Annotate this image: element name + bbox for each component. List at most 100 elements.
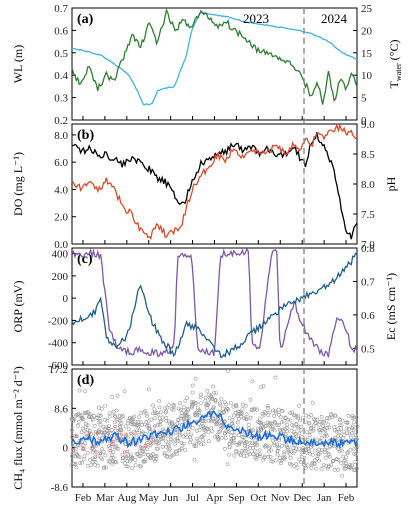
scatter-point xyxy=(181,434,186,439)
scatter-point xyxy=(197,427,202,432)
scatter-point-red xyxy=(113,424,117,429)
scatter-point xyxy=(300,434,305,439)
scatter-point xyxy=(127,459,132,464)
scatter-point xyxy=(236,416,241,421)
scatter-point xyxy=(226,428,231,433)
scatter-point xyxy=(257,448,262,453)
scatter-point xyxy=(224,429,229,434)
scatter-point xyxy=(168,439,173,444)
scatter-point xyxy=(323,455,328,460)
scatter-point xyxy=(132,414,137,419)
scatter-point xyxy=(85,463,90,468)
scatter-point xyxy=(336,467,341,472)
scatter-point xyxy=(74,465,79,470)
scatter-point xyxy=(288,411,293,416)
scatter-point xyxy=(82,447,87,452)
scatter-point xyxy=(124,464,129,469)
scatter-point xyxy=(332,425,337,429)
scatter-point xyxy=(146,419,151,424)
scatter-point xyxy=(255,443,259,448)
scatter-point xyxy=(320,420,325,424)
scatter-point xyxy=(204,406,209,410)
scatter-point xyxy=(162,451,167,455)
scatter-point xyxy=(241,448,246,453)
scatter-point xyxy=(199,442,204,447)
scatter-point xyxy=(306,414,311,419)
scatter-point xyxy=(297,457,302,462)
scatter-point xyxy=(344,461,349,466)
y-tick-label-right: 7.0 xyxy=(361,239,375,251)
scatter-point xyxy=(349,463,354,468)
scatter-point xyxy=(236,433,241,438)
x-tick-label: Mar xyxy=(96,492,115,504)
scatter-point xyxy=(310,452,315,457)
scatter-point xyxy=(254,441,259,446)
scatter-point xyxy=(138,411,143,416)
y-tick-label-left: 0.6 xyxy=(54,25,68,37)
scatter-point xyxy=(288,456,293,460)
scatter-point xyxy=(349,435,353,440)
scatter-point xyxy=(286,417,291,422)
scatter-point xyxy=(265,420,270,425)
scatter-point xyxy=(283,415,288,420)
scatter-point xyxy=(323,428,328,433)
scatter-point xyxy=(215,420,220,425)
y-tick-label-left: 8.0 xyxy=(54,130,68,142)
scatter-point xyxy=(237,442,242,447)
scatter-point xyxy=(288,418,293,423)
scatter-point xyxy=(212,390,217,395)
scatter-point xyxy=(246,450,251,455)
scatter-point xyxy=(205,388,210,393)
scatter-point xyxy=(142,459,147,464)
scatter-point xyxy=(199,424,203,429)
scatter-point xyxy=(70,428,74,433)
scatter-point xyxy=(206,430,211,434)
scatter-point-red xyxy=(97,436,101,440)
scatter-point xyxy=(345,451,350,455)
scatter-point xyxy=(151,441,156,446)
scatter-point xyxy=(221,406,225,411)
scatter-point xyxy=(267,410,272,415)
scatter-point xyxy=(71,417,76,422)
scatter-point xyxy=(297,431,302,436)
scatter-point xyxy=(157,405,162,410)
scatter-point xyxy=(297,447,302,452)
scatter-point xyxy=(197,408,202,413)
scatter-point xyxy=(153,411,158,416)
series-line-1 xyxy=(71,132,358,240)
scatter-point xyxy=(224,402,229,407)
y-tick-label-right: 8.5 xyxy=(361,149,375,161)
scatter-point xyxy=(307,433,312,438)
y-axis-label-left: CH₄ flux (mmol m⁻² d⁻¹) xyxy=(11,366,25,489)
scatter-point xyxy=(189,432,194,437)
scatter-point xyxy=(119,428,123,433)
scatter-point xyxy=(110,394,115,399)
scatter-point xyxy=(116,446,121,451)
scatter-point xyxy=(242,454,247,459)
scatter-point xyxy=(175,421,180,426)
scatter-point xyxy=(136,420,141,425)
scatter-point xyxy=(138,464,143,469)
scatter-point xyxy=(156,422,161,427)
scatter-point xyxy=(85,423,90,428)
y-tick-label-right: 15 xyxy=(361,48,373,60)
scatter-point xyxy=(299,424,304,429)
scatter-point xyxy=(262,455,267,460)
scatter-point xyxy=(325,426,330,431)
scatter-point xyxy=(114,408,119,413)
scatter-point xyxy=(143,457,148,462)
scatter-point xyxy=(275,442,279,447)
scatter-point xyxy=(307,451,312,456)
scatter-point xyxy=(258,452,263,457)
scatter-point xyxy=(122,389,127,394)
scatter-point xyxy=(190,390,195,395)
scatter-point xyxy=(108,411,112,416)
scatter-point xyxy=(313,458,318,463)
scatter-point xyxy=(151,452,156,456)
scatter-point xyxy=(188,440,193,445)
scatter-point xyxy=(205,426,210,431)
scatter-point xyxy=(85,410,90,414)
scatter-point xyxy=(171,407,176,412)
scatter-point xyxy=(156,446,160,451)
